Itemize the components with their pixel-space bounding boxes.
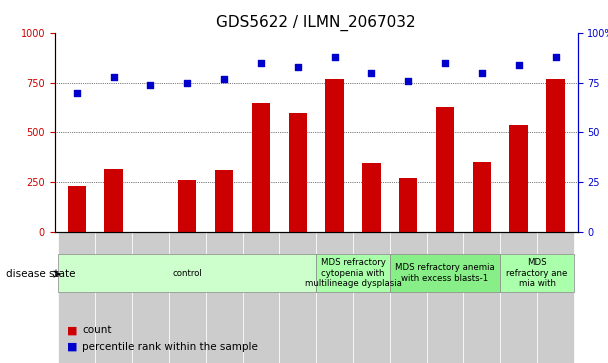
Bar [169, 232, 206, 363]
Text: percentile rank within the sample: percentile rank within the sample [82, 342, 258, 352]
Bar [316, 232, 353, 363]
Bar [67, 187, 86, 232]
Bar [215, 170, 233, 232]
Title: GDS5622 / ILMN_2067032: GDS5622 / ILMN_2067032 [216, 15, 416, 31]
Bar [132, 232, 169, 363]
Bar [472, 163, 491, 232]
Text: ■: ■ [67, 342, 77, 352]
Bar [500, 232, 537, 363]
Point [109, 74, 119, 79]
Point [256, 60, 266, 65]
Point [182, 79, 192, 85]
Bar [105, 170, 123, 232]
Text: MDS refractory anemia
with excess blasts-1: MDS refractory anemia with excess blasts… [395, 264, 495, 283]
Point [477, 70, 487, 76]
Bar [427, 232, 463, 363]
FancyBboxPatch shape [390, 254, 500, 292]
Bar [279, 232, 316, 363]
Bar [325, 78, 344, 232]
Bar [510, 125, 528, 232]
Text: MDS refractory
cytopenia with
multilineage dysplasia: MDS refractory cytopenia with multilinea… [305, 258, 401, 288]
Text: control: control [173, 269, 202, 278]
Point [72, 90, 81, 95]
Bar [436, 107, 454, 232]
Bar [463, 232, 500, 363]
Point [293, 64, 303, 70]
Point [440, 60, 450, 65]
Bar [547, 78, 565, 232]
Bar [390, 232, 427, 363]
Point [145, 82, 155, 87]
Bar [353, 232, 390, 363]
Bar [252, 102, 270, 232]
FancyBboxPatch shape [58, 254, 316, 292]
Point [551, 54, 561, 60]
Bar [206, 232, 243, 363]
Text: MDS
refractory ane
mia with: MDS refractory ane mia with [506, 258, 568, 288]
FancyBboxPatch shape [316, 254, 390, 292]
Bar [289, 113, 307, 232]
Point [219, 76, 229, 82]
Bar [58, 232, 95, 363]
Point [367, 70, 376, 76]
FancyBboxPatch shape [500, 254, 574, 292]
Bar [537, 232, 574, 363]
Bar [178, 180, 196, 232]
Bar [399, 179, 418, 232]
Bar [95, 232, 132, 363]
Text: disease state: disease state [6, 269, 75, 279]
Bar [243, 232, 279, 363]
Point [403, 78, 413, 83]
Bar [362, 163, 381, 232]
Point [330, 54, 339, 60]
Point [514, 62, 523, 68]
Text: ■: ■ [67, 325, 77, 335]
Text: count: count [82, 325, 112, 335]
